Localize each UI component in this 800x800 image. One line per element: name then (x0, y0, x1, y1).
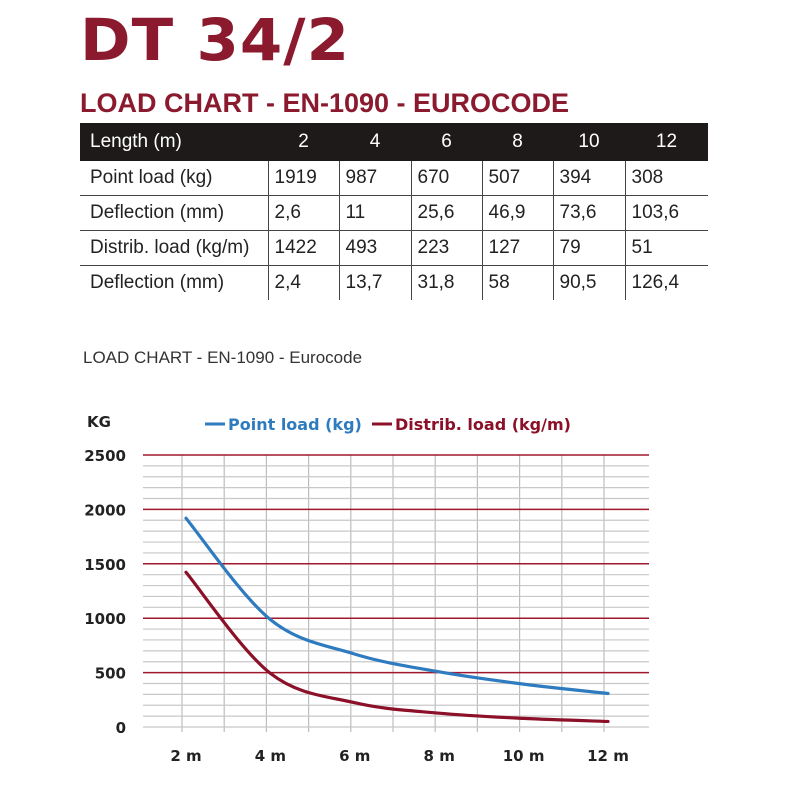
legend-label: Point load (kg) (228, 415, 362, 434)
table-cell: 308 (624, 161, 708, 196)
x-tick-label: 12 m (587, 747, 629, 765)
table-cell: 126,4 (624, 265, 708, 300)
x-tick-label: 4 m (255, 747, 286, 765)
y-tick-label: 2000 (84, 501, 126, 519)
table-cell: 51 (624, 230, 708, 266)
header-length: 10 (553, 123, 625, 161)
table-cell: 223 (410, 230, 482, 266)
load-chart-heading: LOAD CHART - EN-1090 - EUROCODE (80, 88, 570, 118)
table-cell: 394 (552, 161, 625, 196)
header-length: 6 (411, 123, 482, 161)
load-table: Length (m) 2 4 6 8 10 12 Point load (kg) 1919 98… (80, 123, 708, 300)
y-tick-label: 1500 (84, 556, 126, 574)
table-cell: 1422 (267, 230, 339, 266)
y-tick-label: 1000 (84, 610, 126, 628)
table-cell: 103,6 (624, 195, 708, 231)
row-label: Deflection (mm) (80, 195, 268, 231)
table-cell: 11 (338, 195, 411, 231)
table-cell: 31,8 (410, 265, 482, 300)
table-cell: 79 (552, 230, 625, 266)
y-tick-label: 0 (116, 719, 126, 737)
table-row: Point load (kg) 1919 987 670 507 394 308 (80, 161, 708, 196)
table-cell: 73,6 (552, 195, 625, 231)
table-cell: 46,9 (481, 195, 553, 231)
table-cell: 58 (481, 265, 553, 300)
x-tick-label: 8 m (424, 747, 455, 765)
table-cell: 127 (481, 230, 553, 266)
table-cell: 90,5 (552, 265, 625, 300)
row-label: Distrib. load (kg/m) (80, 230, 268, 266)
header-length: 12 (625, 123, 708, 161)
table-cell: 1919 (267, 161, 339, 196)
table-cell: 507 (481, 161, 553, 196)
row-label: Point load (kg) (80, 161, 268, 196)
row-label: Deflection (mm) (90, 272, 225, 293)
product-title: DT 34/2 (80, 6, 351, 74)
header-length: 2 (268, 123, 339, 161)
x-tick-label: 2 m (170, 747, 201, 765)
table-cell: 2,6 (267, 195, 339, 231)
y-tick-label: 500 (95, 665, 126, 683)
header-length: 8 (482, 123, 553, 161)
table-cell: 25,6 (410, 195, 482, 231)
x-tick-label: 10 m (503, 747, 545, 765)
table-row: Distrib. load (kg/m) 1422 493 223 127 79 51 (80, 230, 708, 266)
table-cell: 670 (410, 161, 482, 196)
table-cell: 987 (338, 161, 411, 196)
table-row: Deflection (mm) 2,6 11 25,6 46,9 73,6 103,6 (80, 195, 708, 231)
header-length: 4 (339, 123, 411, 161)
table-header-row: Length (m) 2 4 6 8 10 12 (80, 123, 708, 161)
table-row: Deflection (mm) 2,4 13,7 31,8 58 90,5 126,4 (80, 265, 708, 300)
x-tick-label: 6 m (339, 747, 370, 765)
table-cell: 13,7 (338, 265, 411, 300)
y-axis-label: KG (87, 413, 111, 431)
y-tick-label: 2500 (84, 447, 126, 465)
legend-label: Distrib. load (kg/m) (395, 415, 571, 434)
table-cell: 2,4 (267, 265, 339, 300)
series-line-distrib-load (184, 570, 610, 724)
table-cell: 493 (338, 230, 411, 266)
series-line-point-load (184, 516, 610, 696)
header-label: Length (m) (80, 123, 268, 161)
chart-caption: LOAD CHART - EN-1090 - Eurocode (83, 348, 363, 367)
